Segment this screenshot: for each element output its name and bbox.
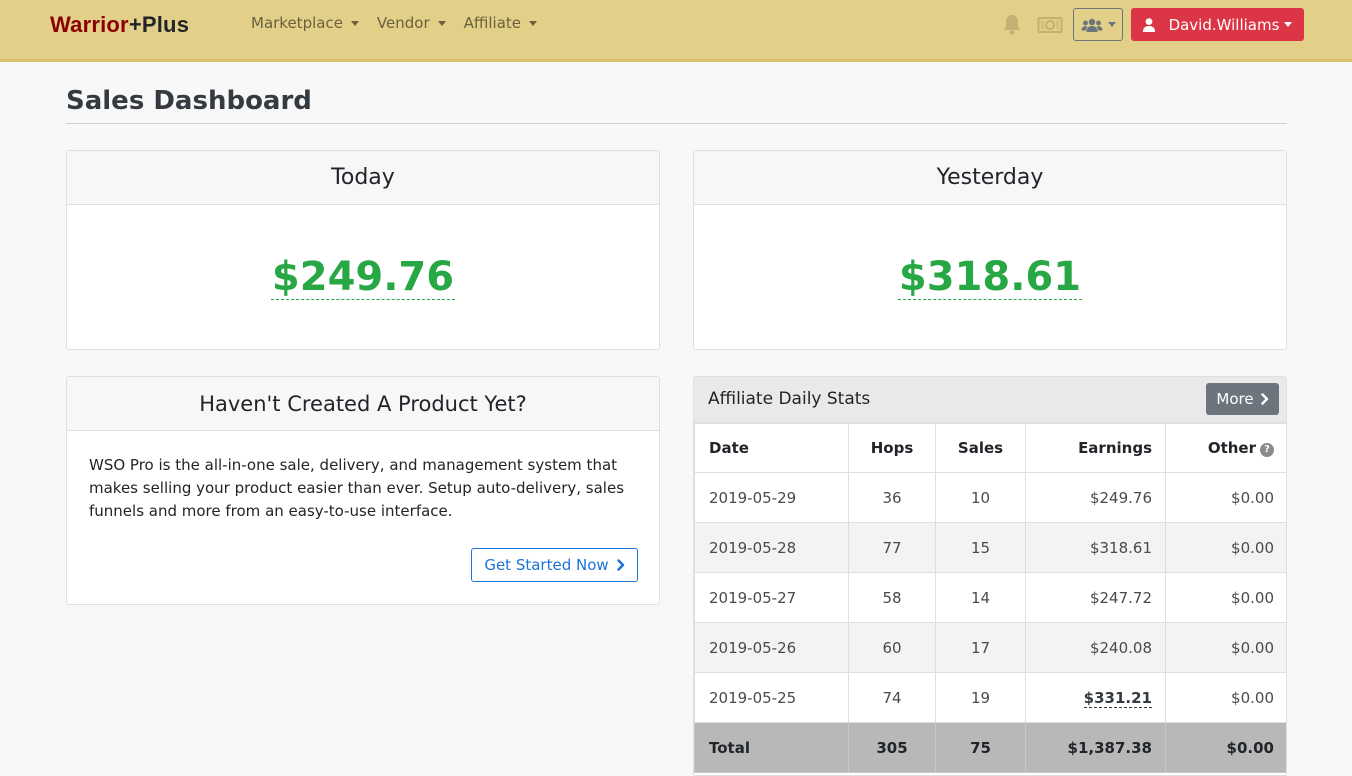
nav-vendor-label: Vendor [376, 14, 430, 32]
table-total-row: Total 305 75 $1,387.38 $0.00 [694, 722, 1286, 773]
yesterday-card-body: $318.61 [694, 205, 1286, 349]
cell-sales: 10 [935, 472, 1026, 523]
cell-hops: 74 [848, 672, 936, 723]
chevron-down-icon [437, 20, 446, 26]
total-sales: 75 [935, 722, 1026, 773]
brand-part2: +Plus [128, 12, 190, 37]
brand-logo[interactable]: Warrior+Plus [50, 12, 189, 38]
today-card-header: Today [67, 151, 659, 205]
yesterday-amount[interactable]: $318.61 [897, 253, 1083, 300]
cell-date: 2019-05-29 [694, 472, 849, 523]
top-navbar: Warrior+Plus Marketplace Vendor Affiliat… [0, 0, 1352, 62]
product-promo-heading: Haven't Created A Product Yet? [67, 377, 659, 431]
main-nav: Marketplace Vendor Affiliate [251, 14, 555, 32]
cell-other: $0.00 [1165, 572, 1286, 623]
cell-sales: 17 [935, 622, 1026, 673]
product-promo-card: Haven't Created A Product Yet? WSO Pro i… [66, 376, 660, 605]
money-icon[interactable] [1037, 15, 1063, 35]
nav-marketplace[interactable]: Marketplace [251, 14, 359, 32]
cell-sales: 14 [935, 572, 1026, 623]
today-card-body: $249.76 [67, 205, 659, 349]
cell-date: 2019-05-27 [694, 572, 849, 623]
nav-affiliate[interactable]: Affiliate [463, 14, 538, 32]
nav-vendor[interactable]: Vendor [377, 14, 446, 32]
yesterday-card: Yesterday $318.61 [693, 150, 1287, 350]
affiliate-stats-card: Affiliate Daily Stats More Date Hops Sal… [693, 376, 1287, 776]
col-sales[interactable]: Sales [935, 423, 1026, 473]
col-earnings[interactable]: Earnings [1025, 423, 1166, 473]
cell-earnings: $247.72 [1025, 572, 1166, 623]
cell-earnings: $318.61 [1025, 522, 1166, 573]
table-row: 2019-05-28 77 15 $318.61 $0.00 [694, 522, 1286, 573]
cell-hops: 36 [848, 472, 936, 523]
nav-marketplace-label: Marketplace [251, 14, 343, 32]
title-divider [66, 123, 1287, 124]
affiliate-stats-title: Affiliate Daily Stats [708, 389, 871, 409]
cell-date: 2019-05-28 [694, 522, 849, 573]
cell-earnings: $249.76 [1025, 472, 1166, 523]
get-started-button[interactable]: Get Started Now [471, 548, 638, 582]
product-promo-text: WSO Pro is the all-in-one sale, delivery… [89, 456, 625, 520]
cell-hops: 77 [848, 522, 936, 573]
total-label: Total [694, 722, 849, 773]
earnings-highlight-value: $331.21 [1083, 688, 1152, 708]
cell-date: 2019-05-26 [694, 622, 849, 673]
page-title: Sales Dashboard [66, 86, 312, 116]
today-amount[interactable]: $249.76 [270, 253, 456, 300]
cell-earnings-highlight[interactable]: $331.21 [1025, 672, 1166, 723]
chevron-down-icon [1284, 22, 1293, 27]
table-row: 2019-05-29 36 10 $249.76 $0.00 [694, 472, 1286, 523]
cell-date: 2019-05-25 [694, 672, 849, 723]
user-account-button[interactable]: David.Williams [1131, 8, 1304, 41]
col-date[interactable]: Date [694, 423, 849, 473]
bell-icon[interactable] [1002, 14, 1022, 36]
cell-sales: 15 [935, 522, 1026, 573]
chevron-right-icon [1260, 393, 1268, 405]
more-label: More [1216, 390, 1254, 408]
cell-hops: 58 [848, 572, 936, 623]
table-header-row: Date Hops Sales Earnings Other? [694, 423, 1286, 473]
col-other-label: Other [1207, 439, 1256, 457]
col-hops[interactable]: Hops [848, 423, 936, 473]
cell-hops: 60 [848, 622, 936, 673]
total-other: $0.00 [1165, 722, 1286, 773]
cell-other: $0.00 [1165, 522, 1286, 573]
affiliate-stats-table: Date Hops Sales Earnings Other? 2019-05-… [694, 423, 1286, 773]
cell-sales: 19 [935, 672, 1026, 723]
users-menu-button[interactable] [1073, 8, 1123, 41]
col-other[interactable]: Other? [1165, 423, 1286, 473]
chevron-right-icon [616, 559, 624, 571]
total-hops: 305 [848, 722, 936, 773]
user-icon [1142, 17, 1155, 32]
today-card: Today $249.76 [66, 150, 660, 350]
brand-part1: Warrior [50, 12, 129, 37]
table-row: 2019-05-27 58 14 $247.72 $0.00 [694, 572, 1286, 623]
table-row: 2019-05-26 60 17 $240.08 $0.00 [694, 622, 1286, 673]
cell-other: $0.00 [1165, 622, 1286, 673]
total-earnings: $1,387.38 [1025, 722, 1166, 773]
chevron-down-icon [529, 20, 538, 26]
get-started-label: Get Started Now [484, 556, 609, 574]
more-button[interactable]: More [1206, 383, 1279, 415]
help-icon[interactable]: ? [1260, 443, 1274, 457]
table-row: 2019-05-25 74 19 $331.21 $0.00 [694, 672, 1286, 723]
cell-other: $0.00 [1165, 672, 1286, 723]
chevron-down-icon [350, 20, 359, 26]
user-name: David.Williams [1168, 15, 1280, 34]
chevron-down-icon [1107, 22, 1116, 27]
nav-affiliate-label: Affiliate [463, 14, 522, 32]
yesterday-card-header: Yesterday [694, 151, 1286, 205]
affiliate-stats-header: Affiliate Daily Stats More [694, 377, 1286, 423]
cell-earnings: $240.08 [1025, 622, 1166, 673]
users-icon [1081, 18, 1102, 32]
cell-other: $0.00 [1165, 472, 1286, 523]
